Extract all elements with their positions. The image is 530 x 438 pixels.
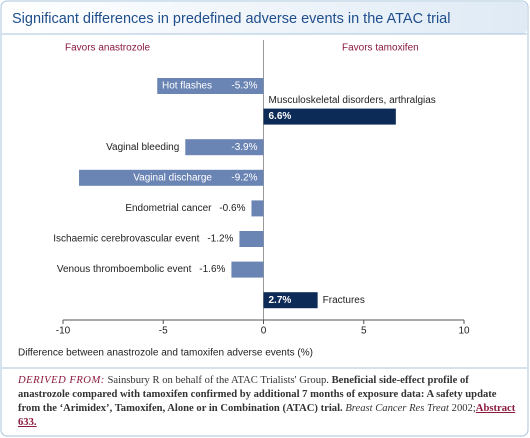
x-tick-label: -5 [159, 326, 168, 337]
category-label: Vaginal bleeding [106, 142, 179, 153]
chart-title: Significant differences in predefined ad… [12, 11, 450, 27]
x-tick-label: 10 [458, 326, 470, 337]
bar [79, 169, 264, 186]
bar [157, 78, 264, 94]
category-label: Vaginal discharge [133, 172, 212, 183]
source-authors: Sainsbury R on behalf of the ATAC Triali… [107, 375, 329, 386]
value-label: -3.9% [231, 142, 257, 153]
bar [231, 261, 264, 278]
category-label: Hot flashes [162, 81, 212, 92]
left-label: Favors anastrozole [65, 43, 150, 54]
x-tick-label: -10 [56, 326, 71, 337]
category-label: Endometrial cancer [125, 203, 212, 214]
right-label: Favors tamoxifen [342, 43, 419, 54]
x-axis-label: Difference between anastrozole and tamox… [18, 348, 313, 359]
bar [263, 108, 396, 125]
bar [251, 200, 264, 217]
value-label: 6.6% [269, 111, 292, 122]
bar [263, 292, 318, 309]
value-label: -9.2% [231, 172, 257, 183]
category-label: Fractures [323, 295, 365, 306]
header [2, 2, 527, 34]
x-tick-label: 0 [261, 326, 267, 337]
source-article: Beneficial side-effect profile of anastr… [18, 375, 497, 414]
source-label: DERIVED FROM: [18, 375, 105, 386]
category-label: Ischaemic cerebrovascular event [53, 234, 199, 245]
source-journal: Breast Cancer Res Treat [345, 403, 449, 414]
value-label: 2.7% [269, 295, 292, 306]
value-label: -5.3% [231, 81, 257, 92]
bar [185, 139, 264, 156]
source: DERIVED FROM: Sainsbury R on behalf of t… [18, 374, 518, 430]
bar [239, 231, 264, 247]
value-label: -1.2% [207, 234, 233, 245]
source-year: 2002; [451, 403, 476, 414]
category-label: Venous thromboembolic event [57, 264, 192, 275]
value-label: -1.6% [199, 264, 225, 275]
category-label: Musculoskeletal disorders, arthralgias [269, 95, 436, 106]
value-label: -0.6% [219, 203, 245, 214]
x-tick-label: 5 [361, 326, 367, 337]
source-link[interactable]: Abstract 633. [18, 403, 516, 428]
